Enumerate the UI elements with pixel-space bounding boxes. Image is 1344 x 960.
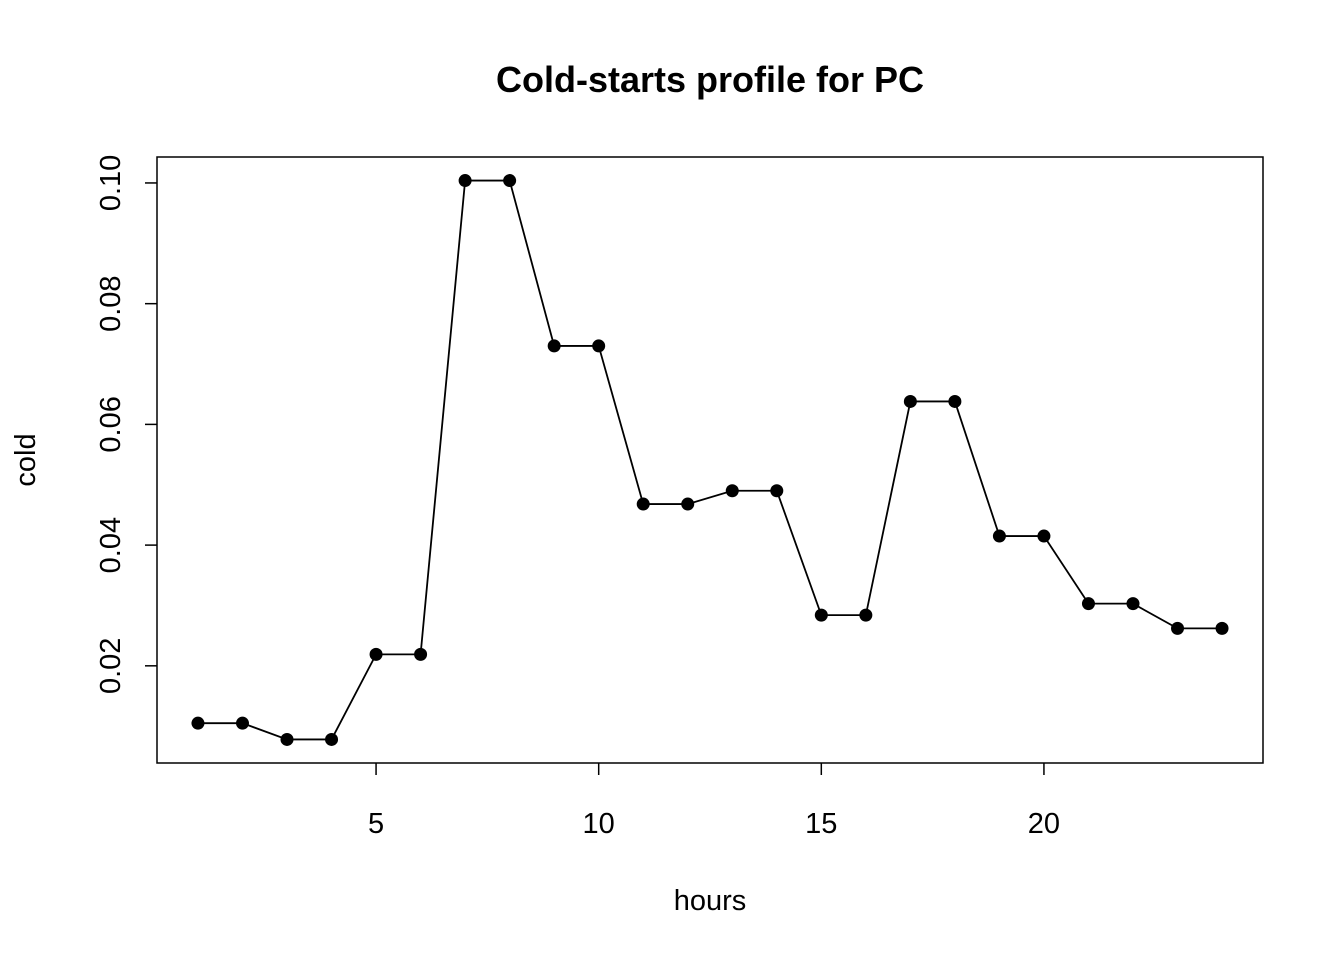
data-point xyxy=(235,716,249,730)
data-point xyxy=(503,174,517,188)
data-point xyxy=(547,339,561,353)
data-point xyxy=(458,174,472,188)
data-point xyxy=(814,608,828,622)
x-axis-label: hours xyxy=(674,885,747,917)
data-point xyxy=(1081,597,1095,611)
series-layer xyxy=(191,174,1229,746)
data-point xyxy=(770,484,784,498)
x-tick-label: 20 xyxy=(1028,808,1060,840)
data-point xyxy=(191,716,205,730)
y-tick-label: 0.06 xyxy=(95,396,127,452)
data-point xyxy=(325,732,339,746)
data-point xyxy=(369,647,383,661)
x-tick-label: 5 xyxy=(368,808,384,840)
y-tick-label: 0.10 xyxy=(95,155,127,211)
y-axis-label: cold xyxy=(10,433,42,486)
data-point xyxy=(992,529,1006,543)
data-point xyxy=(592,339,606,353)
chart-title: Cold-starts profile for PC xyxy=(496,59,924,100)
plot-frame xyxy=(156,156,1264,764)
data-point xyxy=(1126,597,1140,611)
data-point xyxy=(280,732,294,746)
data-point xyxy=(948,394,962,408)
x-tick-label: 10 xyxy=(583,808,615,840)
data-point xyxy=(1037,529,1051,543)
series-line xyxy=(197,179,1223,741)
y-axis: 0.02 0.04 0.06 0.08 0.10 xyxy=(95,155,157,694)
y-tick-label: 0.02 xyxy=(95,638,127,694)
y-tick-label: 0.08 xyxy=(95,275,127,331)
data-point xyxy=(636,497,650,511)
data-point xyxy=(1215,621,1229,635)
data-point xyxy=(903,394,917,408)
x-tick-label: 15 xyxy=(805,808,837,840)
y-tick-label: 0.04 xyxy=(95,517,127,573)
data-point xyxy=(681,497,695,511)
data-point xyxy=(859,608,873,622)
data-point xyxy=(725,484,739,498)
data-point xyxy=(414,647,428,661)
x-axis: 5 10 15 20 xyxy=(368,763,1060,840)
data-point xyxy=(1171,621,1185,635)
